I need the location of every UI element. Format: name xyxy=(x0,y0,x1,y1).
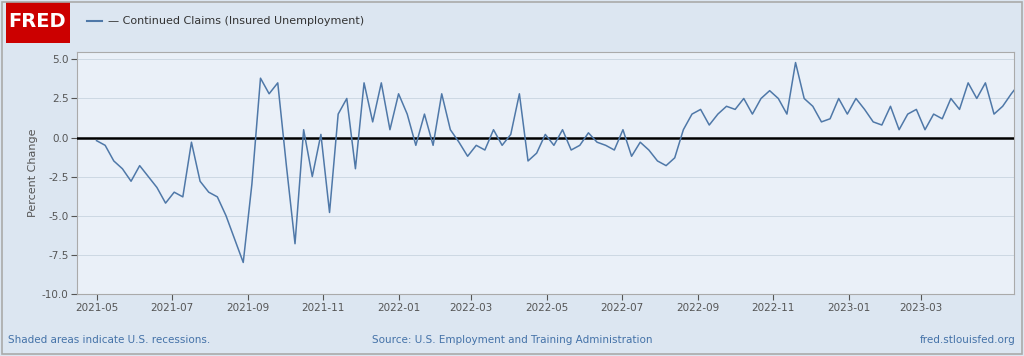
Text: Shaded areas indicate U.S. recessions.: Shaded areas indicate U.S. recessions. xyxy=(8,335,211,345)
Text: FRED: FRED xyxy=(8,12,66,31)
Text: fred.stlouisfed.org: fred.stlouisfed.org xyxy=(920,335,1016,345)
Y-axis label: Percent Change: Percent Change xyxy=(28,129,38,217)
Text: — Continued Claims (Insured Unemployment): — Continued Claims (Insured Unemployment… xyxy=(108,16,364,26)
Text: Source: U.S. Employment and Training Administration: Source: U.S. Employment and Training Adm… xyxy=(372,335,652,345)
